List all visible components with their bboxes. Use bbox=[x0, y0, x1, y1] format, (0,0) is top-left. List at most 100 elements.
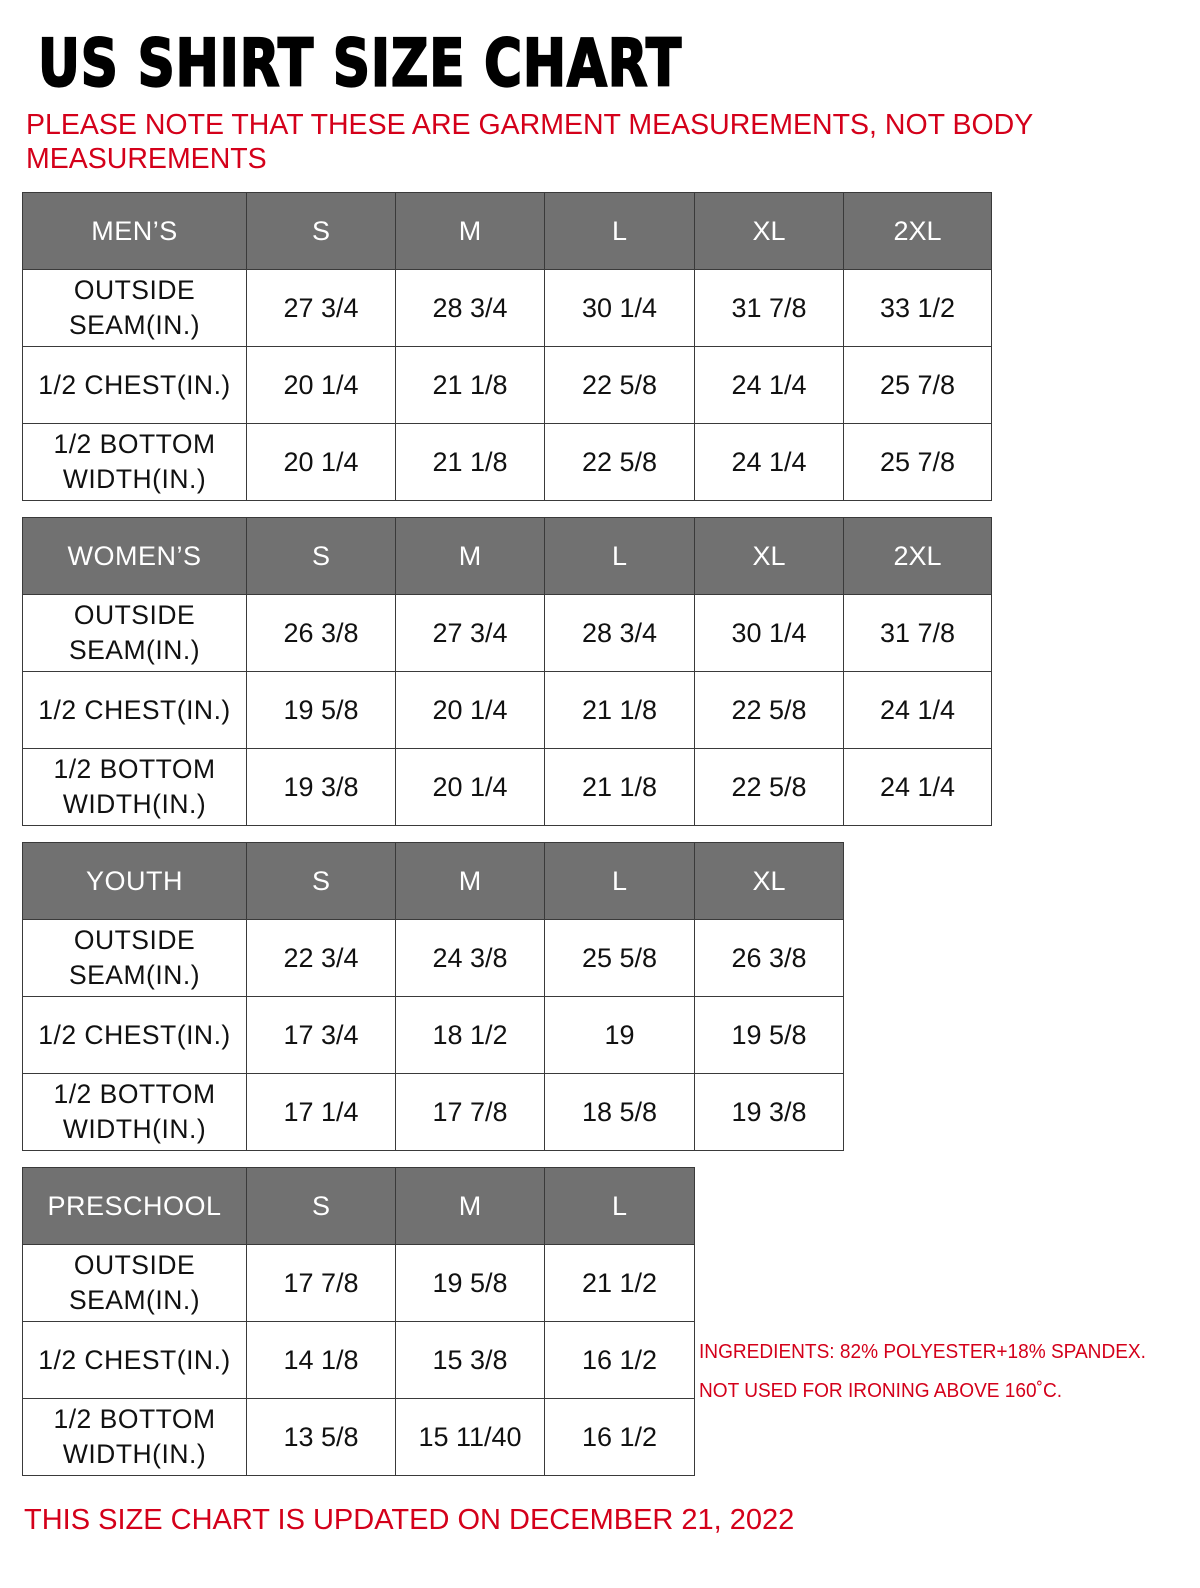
measurement-label: 1/2 CHEST(IN.) bbox=[22, 1321, 247, 1399]
measurement-label: 1/2 BOTTOM WIDTH(IN.) bbox=[22, 1073, 247, 1151]
measurement-value: 31 7/8 bbox=[694, 269, 844, 347]
measurement-value: 25 7/8 bbox=[843, 346, 992, 424]
measurement-value: 21 1/8 bbox=[544, 748, 695, 826]
table-row: 1/2 BOTTOM WIDTH(IN.) 17 1/4 17 7/8 18 5/8 1… bbox=[22, 1073, 844, 1151]
measurement-value: 19 3/8 bbox=[694, 1073, 844, 1151]
category-header: YOUTH bbox=[22, 842, 247, 920]
measurement-value: 19 bbox=[544, 996, 695, 1074]
table-header-row: WOMEN’S S M L XL 2XL bbox=[22, 517, 992, 595]
size-header: S bbox=[246, 842, 396, 920]
size-header: XL bbox=[694, 842, 844, 920]
measurement-label: 1/2 BOTTOM WIDTH(IN.) bbox=[22, 423, 247, 501]
category-header: PRESCHOOL bbox=[22, 1167, 247, 1245]
table-row: 1/2 CHEST(IN.) 19 5/8 20 1/4 21 1/8 22 5/8 24… bbox=[22, 671, 992, 749]
size-header: L bbox=[544, 842, 695, 920]
ironing-note: NOT USED FOR IRONING ABOVE 160˚C. bbox=[699, 1379, 1063, 1402]
measurement-value: 25 5/8 bbox=[544, 919, 695, 997]
measurement-value: 21 1/8 bbox=[395, 423, 545, 501]
table-row: 1/2 CHEST(IN.) 14 1/8 15 3/8 16 1/2 bbox=[22, 1321, 695, 1399]
size-table-youth: YOUTH S M L XL OUTSIDE SEAM(IN.) 22 3/4 24 3/8 2… bbox=[22, 842, 844, 1151]
table-header-row: PRESCHOOL S M L bbox=[22, 1167, 695, 1245]
measurement-value: 28 3/4 bbox=[544, 594, 695, 672]
ingredients-note: INGREDIENTS: 82% POLYESTER+18% SPANDEX. bbox=[699, 1340, 1146, 1363]
measurement-value: 26 3/8 bbox=[694, 919, 844, 997]
measurement-value: 25 7/8 bbox=[843, 423, 992, 501]
table-row: OUTSIDE SEAM(IN.) 27 3/4 28 3/4 30 1/4 31 7/… bbox=[22, 269, 992, 347]
measurement-value: 17 7/8 bbox=[246, 1244, 396, 1322]
measurement-value: 28 3/4 bbox=[395, 269, 545, 347]
measurement-value: 24 3/8 bbox=[395, 919, 545, 997]
size-table-preschool: PRESCHOOL S M L OUTSIDE SEAM(IN.) 17 7/8 19 5/… bbox=[22, 1167, 695, 1476]
table-row: OUTSIDE SEAM(IN.) 17 7/8 19 5/8 21 1/2 bbox=[22, 1244, 695, 1322]
size-header: M bbox=[395, 192, 545, 270]
category-header: MEN’S bbox=[22, 192, 247, 270]
size-header: S bbox=[246, 517, 396, 595]
measurement-value: 27 3/4 bbox=[246, 269, 396, 347]
measurement-label: 1/2 CHEST(IN.) bbox=[22, 346, 247, 424]
measurement-value: 17 3/4 bbox=[246, 996, 396, 1074]
size-header: L bbox=[544, 192, 695, 270]
measurement-value: 21 1/8 bbox=[544, 671, 695, 749]
table-row: 1/2 CHEST(IN.) 20 1/4 21 1/8 22 5/8 24 1/4 25… bbox=[22, 346, 992, 424]
measurement-value: 30 1/4 bbox=[694, 594, 844, 672]
measurement-value: 31 7/8 bbox=[843, 594, 992, 672]
size-header: S bbox=[246, 1167, 396, 1245]
table-row: 1/2 BOTTOM WIDTH(IN.) 20 1/4 21 1/8 22 5/8 2… bbox=[22, 423, 992, 501]
measurement-value: 16 1/2 bbox=[544, 1321, 695, 1399]
category-header: WOMEN’S bbox=[22, 517, 247, 595]
size-table-mens: MEN’S S M L XL 2XL OUTSIDE SEAM(IN.) 27 3/4 28 3… bbox=[22, 192, 992, 501]
measurement-label: OUTSIDE SEAM(IN.) bbox=[22, 919, 247, 997]
measurement-label: 1/2 BOTTOM WIDTH(IN.) bbox=[22, 1398, 247, 1476]
size-header: M bbox=[395, 1167, 545, 1245]
measurement-value: 17 1/4 bbox=[246, 1073, 396, 1151]
size-header: S bbox=[246, 192, 396, 270]
measurement-label: 1/2 CHEST(IN.) bbox=[22, 996, 247, 1074]
garment-measurement-note: PLEASE NOTE THAT THESE ARE GARMENT MEASU… bbox=[26, 109, 1033, 175]
table-row: 1/2 BOTTOM WIDTH(IN.) 19 3/8 20 1/4 21 1/8 2… bbox=[22, 748, 992, 826]
measurement-value: 22 5/8 bbox=[544, 346, 695, 424]
size-header: 2XL bbox=[843, 192, 992, 270]
measurement-value: 22 5/8 bbox=[694, 748, 844, 826]
measurement-value: 15 11/40 bbox=[395, 1398, 545, 1476]
size-header: XL bbox=[694, 192, 844, 270]
measurement-value: 18 5/8 bbox=[544, 1073, 695, 1151]
size-header: XL bbox=[694, 517, 844, 595]
size-header: M bbox=[395, 842, 545, 920]
table-row: 1/2 CHEST(IN.) 17 3/4 18 1/2 19 19 5/8 bbox=[22, 996, 844, 1074]
measurement-value: 18 1/2 bbox=[395, 996, 545, 1074]
measurement-value: 22 5/8 bbox=[694, 671, 844, 749]
table-row: OUTSIDE SEAM(IN.) 22 3/4 24 3/8 25 5/8 26 3/… bbox=[22, 919, 844, 997]
measurement-value: 19 5/8 bbox=[395, 1244, 545, 1322]
size-header: L bbox=[544, 1167, 695, 1245]
measurement-value: 24 1/4 bbox=[843, 671, 992, 749]
measurement-value: 15 3/8 bbox=[395, 1321, 545, 1399]
measurement-value: 24 1/4 bbox=[694, 346, 844, 424]
measurement-label: OUTSIDE SEAM(IN.) bbox=[22, 1244, 247, 1322]
update-date-note: THIS SIZE CHART IS UPDATED ON DECEMBER 2… bbox=[24, 1504, 795, 1536]
measurement-value: 26 3/8 bbox=[246, 594, 396, 672]
measurement-value: 14 1/8 bbox=[246, 1321, 396, 1399]
measurement-value: 21 1/8 bbox=[395, 346, 545, 424]
measurement-value: 19 5/8 bbox=[694, 996, 844, 1074]
measurement-value: 22 3/4 bbox=[246, 919, 396, 997]
table-header-row: YOUTH S M L XL bbox=[22, 842, 844, 920]
measurement-value: 33 1/2 bbox=[843, 269, 992, 347]
page-title: US SHIRT SIZE CHART bbox=[37, 25, 683, 103]
size-header: M bbox=[395, 517, 545, 595]
fabric-notes: INGREDIENTS: 82% POLYESTER+18% SPANDEX. … bbox=[699, 1332, 1146, 1410]
measurement-value: 22 5/8 bbox=[544, 423, 695, 501]
size-table-womens: WOMEN’S S M L XL 2XL OUTSIDE SEAM(IN.) 26 3/8 27… bbox=[22, 517, 992, 826]
table-header-row: MEN’S S M L XL 2XL bbox=[22, 192, 992, 270]
measurement-label: 1/2 BOTTOM WIDTH(IN.) bbox=[22, 748, 247, 826]
measurement-label: OUTSIDE SEAM(IN.) bbox=[22, 594, 247, 672]
measurement-value: 24 1/4 bbox=[843, 748, 992, 826]
measurement-label: OUTSIDE SEAM(IN.) bbox=[22, 269, 247, 347]
measurement-value: 20 1/4 bbox=[395, 748, 545, 826]
measurement-value: 20 1/4 bbox=[246, 423, 396, 501]
measurement-value: 24 1/4 bbox=[694, 423, 844, 501]
table-row: OUTSIDE SEAM(IN.) 26 3/8 27 3/4 28 3/4 30 1/… bbox=[22, 594, 992, 672]
measurement-label: 1/2 CHEST(IN.) bbox=[22, 671, 247, 749]
size-header: 2XL bbox=[843, 517, 992, 595]
measurement-value: 20 1/4 bbox=[246, 346, 396, 424]
measurement-value: 21 1/2 bbox=[544, 1244, 695, 1322]
